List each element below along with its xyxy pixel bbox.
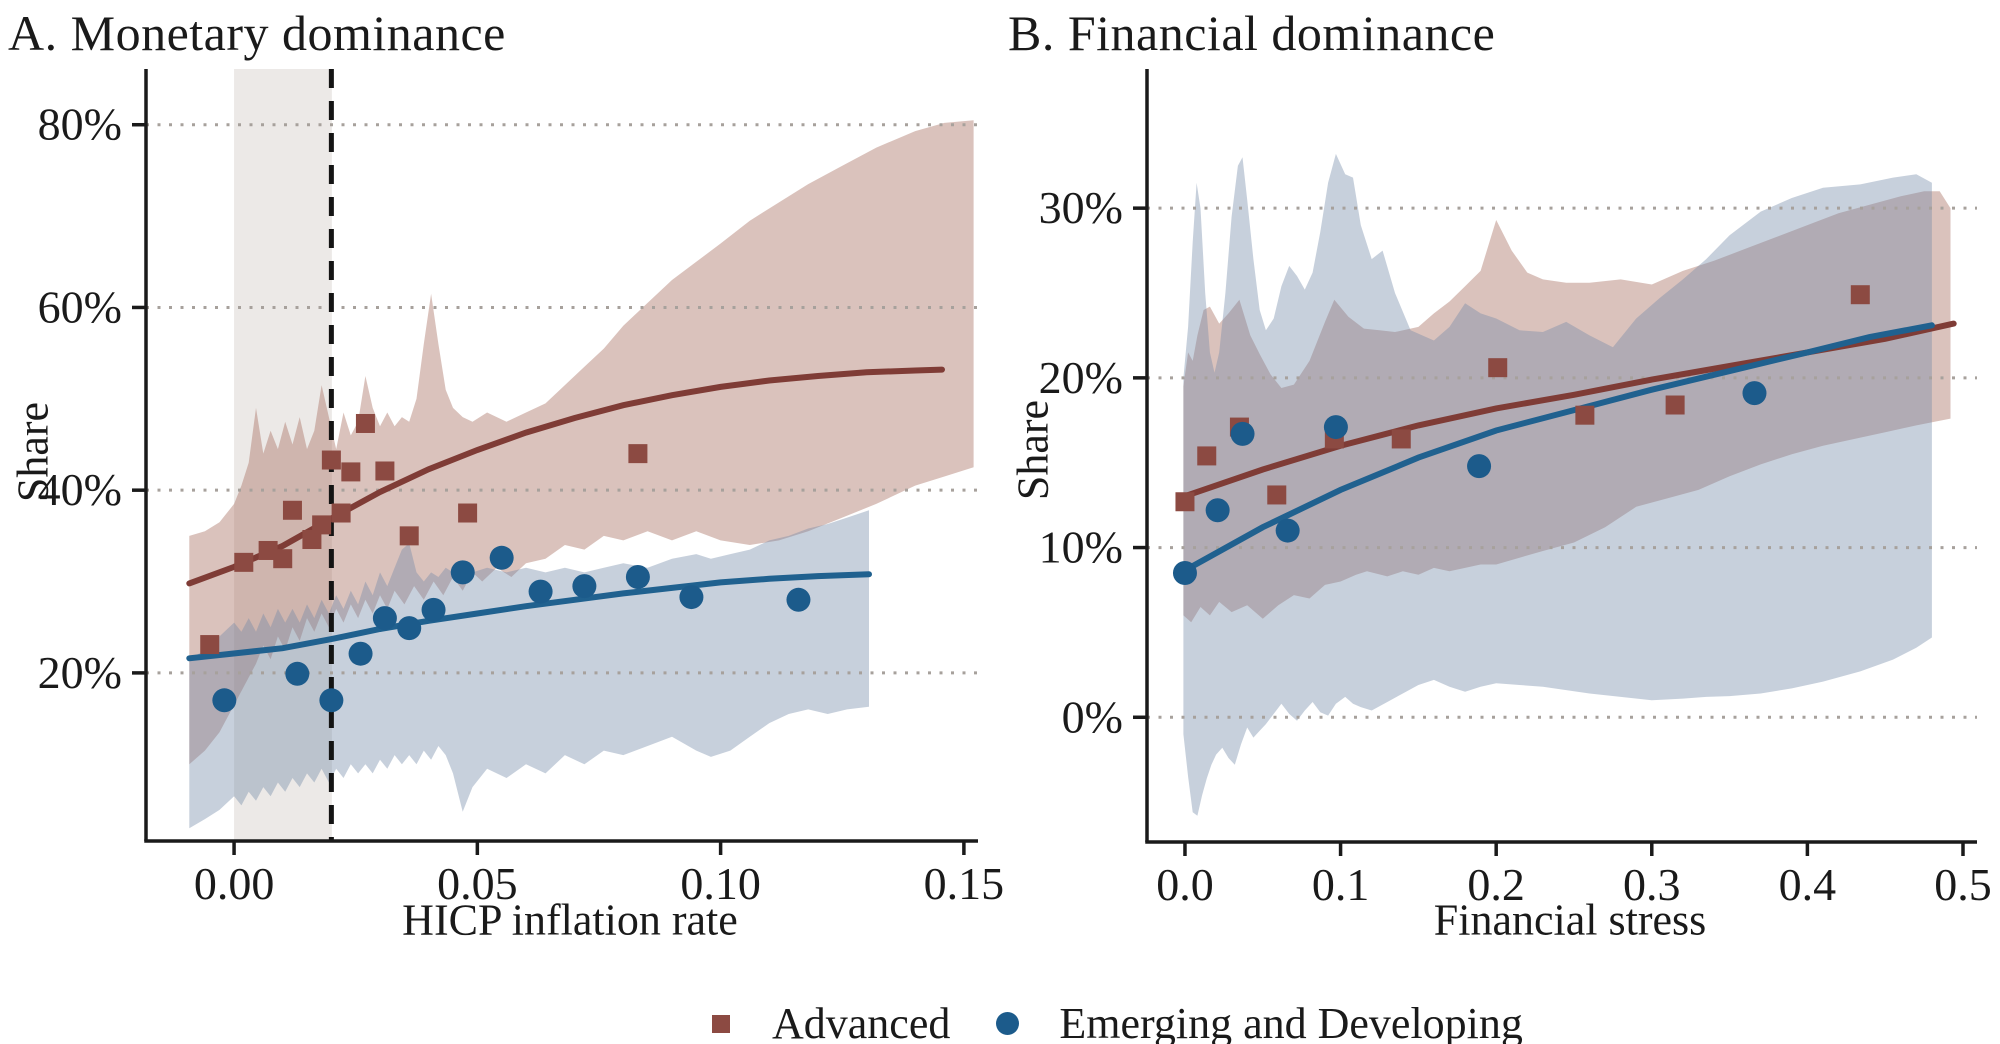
advanced-point <box>258 540 278 560</box>
emerging-legend-label: Emerging and Developing <box>1059 999 1523 1044</box>
advanced-point <box>1575 405 1595 425</box>
x-tick-label: 0.15 <box>924 858 1005 909</box>
emerging-point <box>1230 421 1255 446</box>
shaded-inflation-band <box>234 69 332 841</box>
emerging-legend-swatch-icon <box>996 1012 1020 1035</box>
advanced-point <box>1391 429 1411 449</box>
advanced-point <box>234 552 254 572</box>
advanced-point <box>375 461 395 481</box>
emerging-confidence-band <box>1183 153 1932 816</box>
emerging-point <box>1323 415 1348 440</box>
advanced-point <box>321 450 341 470</box>
advanced-legend-label: Advanced <box>772 999 951 1044</box>
advanced-point <box>1175 492 1195 512</box>
emerging-fit-line <box>1180 322 1935 575</box>
advanced-point <box>1267 485 1287 505</box>
y-tick-label: 40% <box>38 464 122 515</box>
x-tick-label: 0.1 <box>1312 859 1370 910</box>
emerging-point <box>1172 561 1197 586</box>
y-tick-label: 20% <box>1039 352 1123 403</box>
advanced-legend-swatch-icon <box>712 1014 730 1033</box>
legend: Advanced Emerging and Developing <box>712 998 1523 1044</box>
advanced-point <box>399 526 419 546</box>
emerging-point <box>1467 454 1492 479</box>
emerging-point <box>1205 498 1230 523</box>
advanced-point <box>1850 285 1870 305</box>
emerging-point <box>319 688 344 713</box>
panel-a-ylabel: Share <box>8 401 58 503</box>
advanced-point <box>1488 358 1508 378</box>
y-tick-label: 60% <box>38 281 122 332</box>
y-tick-label: 30% <box>1039 182 1123 233</box>
advanced-point <box>312 515 332 535</box>
x-tick-label: 0.10 <box>680 858 761 909</box>
advanced-point <box>628 444 648 464</box>
emerging-point <box>528 579 553 604</box>
x-tick-label: 0.2 <box>1467 859 1525 910</box>
x-tick-label: 0.3 <box>1623 859 1681 910</box>
advanced-confidence-band <box>189 120 974 765</box>
y-tick-label: 20% <box>38 647 122 698</box>
emerging-point <box>786 587 811 612</box>
advanced-point <box>282 500 302 520</box>
advanced-point <box>341 462 361 482</box>
advanced-point <box>458 503 478 523</box>
panel-b-ylabel: Share <box>1008 399 1058 501</box>
x-tick-label: 0.4 <box>1779 859 1837 910</box>
advanced-point <box>273 549 293 569</box>
panel-a-xlabel: HICP inflation rate <box>402 895 738 945</box>
advanced-point <box>331 503 351 523</box>
y-tick-label: 80% <box>38 99 122 150</box>
emerging-point <box>450 560 475 585</box>
y-tick-label: 10% <box>1039 522 1123 573</box>
x-tick-label: 0.0 <box>1156 859 1214 910</box>
emerging-point <box>625 564 650 589</box>
advanced-point <box>1197 446 1217 466</box>
advanced-confidence-band <box>1183 191 1951 623</box>
emerging-point <box>1742 381 1767 406</box>
x-tick-label: 0.5 <box>1934 859 1992 910</box>
emerging-point <box>489 545 514 570</box>
panel-b-title: B. Financial dominance <box>1008 5 1496 61</box>
emerging-point <box>572 574 597 599</box>
emerging-point <box>421 597 446 622</box>
emerging-fit-line <box>186 571 872 662</box>
emerging-point <box>372 606 397 631</box>
emerging-point <box>285 661 310 686</box>
advanced-point <box>355 413 375 433</box>
emerging-point <box>679 585 704 610</box>
emerging-point <box>212 688 237 713</box>
panel-a-title: A. Monetary dominance <box>8 5 506 61</box>
advanced-point <box>1665 395 1685 415</box>
y-tick-label: 0% <box>1062 691 1123 742</box>
emerging-point <box>397 616 422 641</box>
advanced-point <box>302 530 322 550</box>
emerging-point <box>1275 518 1300 543</box>
panel-b-xlabel: Financial stress <box>1433 895 1707 945</box>
x-tick-label: 0.00 <box>194 858 275 909</box>
advanced-point <box>200 635 220 655</box>
emerging-point <box>348 641 373 666</box>
x-tick-label: 0.05 <box>437 858 518 909</box>
